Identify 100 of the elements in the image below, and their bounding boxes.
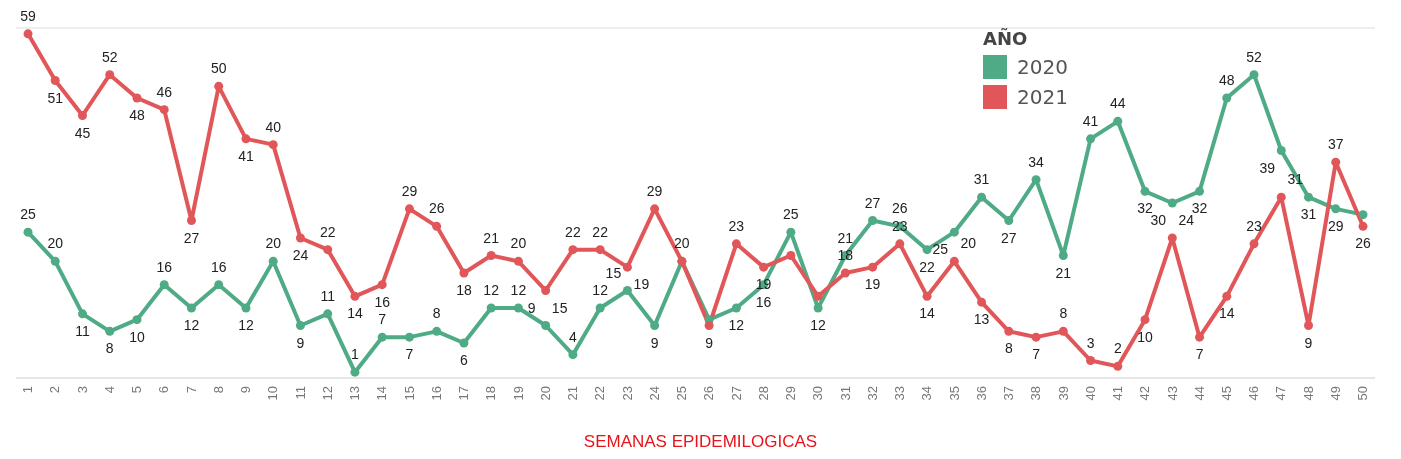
data-label: 22: [919, 258, 936, 275]
x-tick-label: 18: [483, 386, 499, 401]
x-tick-label: 4: [101, 386, 117, 394]
point: [1249, 239, 1259, 249]
point: [1031, 332, 1041, 342]
data-label: 10: [1137, 328, 1154, 345]
x-tick-label: 7: [183, 386, 199, 394]
data-label: 29: [401, 182, 418, 199]
x-tick-label: 47: [1273, 386, 1289, 401]
x-tick-label: 41: [1110, 386, 1126, 401]
point: [1086, 134, 1096, 144]
point: [23, 29, 33, 39]
point: [1058, 251, 1068, 260]
x-tick-label: 31: [837, 386, 853, 401]
point: [1276, 192, 1286, 202]
data-label: 16: [755, 293, 772, 310]
data-label: 24: [1178, 212, 1195, 228]
point: [350, 367, 360, 377]
data-label: 22: [565, 223, 581, 240]
point: [1222, 93, 1232, 103]
data-label: 7: [405, 346, 414, 363]
x-tick-label: 35: [946, 386, 962, 401]
x-tick-label: 21: [565, 386, 581, 401]
x-tick-label: 42: [1137, 386, 1153, 401]
point: [77, 111, 87, 120]
point: [77, 309, 87, 319]
point: [922, 291, 932, 301]
point: [1031, 175, 1041, 185]
x-tick-label: 2: [47, 386, 63, 394]
data-label: 50: [210, 60, 227, 77]
point: [977, 192, 987, 202]
data-label: 25: [783, 206, 799, 223]
data-label: 23: [728, 217, 745, 234]
data-label: 40: [265, 118, 282, 135]
point: [1331, 157, 1341, 167]
data-label: 20: [960, 235, 977, 252]
x-tick-label: 37: [1001, 386, 1017, 401]
x-tick-label: 29: [783, 386, 799, 401]
data-label: 21: [483, 229, 500, 246]
point: [513, 256, 523, 266]
point: [1195, 332, 1205, 342]
data-label: 6: [460, 352, 469, 368]
x-tick-label: 5: [129, 386, 145, 394]
point: [186, 216, 196, 225]
point: [595, 245, 605, 255]
point: [1304, 321, 1314, 330]
point: [23, 227, 33, 237]
point: [132, 93, 142, 103]
point: [1358, 210, 1368, 220]
data-label: 7: [1195, 346, 1204, 363]
point: [622, 286, 632, 295]
data-label: 26: [428, 200, 445, 217]
point: [650, 204, 660, 214]
point: [295, 321, 305, 330]
data-label: 21: [1055, 264, 1072, 281]
point: [1004, 216, 1014, 225]
data-label: 30: [1150, 212, 1167, 228]
point: [459, 338, 469, 348]
x-tick-label: 13: [347, 386, 363, 401]
point: [1058, 326, 1068, 336]
point: [486, 251, 496, 260]
data-label: 7: [378, 311, 387, 328]
x-tick-label: 16: [428, 386, 444, 401]
data-label: 1: [351, 346, 360, 363]
data-label: 15: [551, 299, 568, 316]
data-label: 14: [347, 305, 363, 322]
data-label: 26: [1355, 235, 1371, 252]
data-label: 48: [1218, 72, 1235, 88]
point: [432, 326, 442, 336]
data-label: 16: [210, 258, 227, 275]
point: [1195, 186, 1205, 196]
data-label: 37: [1327, 136, 1344, 153]
point: [1249, 70, 1259, 80]
data-label: 14: [1218, 305, 1235, 322]
point: [105, 326, 115, 336]
data-label: 21: [837, 229, 854, 246]
point: [731, 239, 741, 249]
data-label: 8: [1059, 305, 1068, 322]
x-tick-label: 23: [619, 386, 635, 401]
point: [432, 221, 442, 231]
x-tick-label: 12: [319, 386, 335, 401]
point: [541, 321, 551, 330]
point: [1167, 233, 1177, 243]
point: [268, 140, 278, 150]
data-label: 48: [129, 107, 145, 123]
point: [595, 303, 605, 313]
point: [241, 303, 251, 313]
point: [323, 245, 333, 255]
point: [1113, 116, 1123, 126]
x-tick-label: 9: [238, 386, 254, 394]
point: [350, 291, 360, 301]
point: [786, 251, 796, 260]
point: [731, 303, 741, 313]
data-label: 23: [1246, 217, 1263, 234]
data-label: 3: [1086, 334, 1095, 351]
data-label: 52: [1246, 48, 1263, 65]
data-label: 10: [129, 328, 145, 345]
data-label: 29: [1327, 217, 1344, 234]
x-tick-label: 10: [265, 386, 281, 401]
point: [813, 291, 823, 301]
